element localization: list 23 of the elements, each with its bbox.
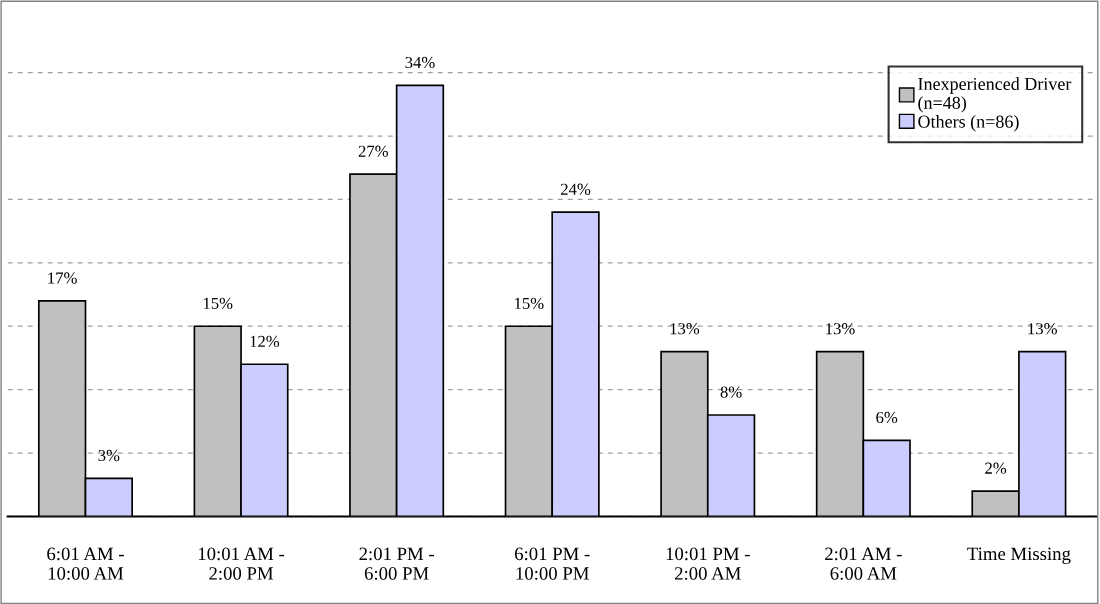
x-tick-label: 2:01 PM - 6:00 PM — [359, 547, 434, 580]
data-label: 24% — [560, 183, 591, 195]
data-label: 15% — [515, 297, 544, 310]
data-label: 34% — [405, 56, 435, 69]
x-tick-label: 2:01 AM - 6:00 AM — [825, 547, 902, 580]
legend-label: Others (n=86) — [918, 115, 1019, 132]
data-label: 6% — [876, 411, 898, 424]
data-label: 13% — [1028, 323, 1057, 335]
data-label: 27% — [358, 145, 388, 157]
legend-label: Inexperienced Driver (n=48) — [918, 77, 1072, 113]
x-tick-label: Time Missing — [967, 547, 1071, 564]
x-tick-label: 10:01 AM - 2:00 PM — [198, 547, 285, 580]
data-label: 13% — [826, 323, 855, 335]
data-label: 15% — [203, 297, 233, 310]
x-tick-label: 10:01 PM - 2:00 AM — [666, 547, 750, 580]
data-label: 2% — [985, 462, 1007, 474]
data-label: 8% — [720, 386, 742, 398]
data-label: 3% — [98, 449, 120, 462]
x-tick-label: 6:01 AM - 10:00 AM — [47, 547, 124, 580]
data-label: 13% — [670, 323, 700, 335]
data-label: 17% — [48, 272, 77, 284]
data-label: 12% — [250, 335, 280, 348]
x-tick-label: 6:01 PM - 10:00 PM — [514, 547, 590, 580]
